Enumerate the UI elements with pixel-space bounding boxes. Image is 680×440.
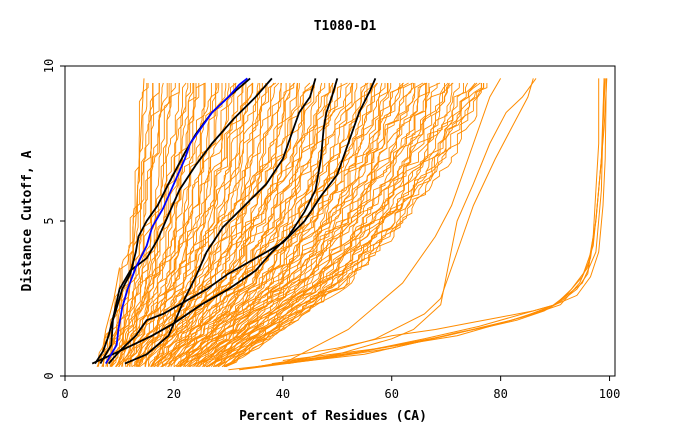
model-curve	[225, 83, 484, 368]
series-line-black	[124, 78, 317, 365]
model-curve	[150, 82, 282, 367]
x-tick-label: 100	[599, 387, 621, 401]
model-curve	[117, 83, 205, 368]
series-line-black	[107, 78, 377, 365]
model-curve	[110, 83, 180, 367]
model-curve	[115, 83, 195, 367]
model-curve	[158, 83, 298, 367]
series-line-blue	[105, 77, 248, 365]
y-tick-label: 5	[42, 217, 56, 224]
model-curve	[137, 82, 254, 368]
model-curve	[189, 83, 386, 368]
model-curve	[203, 83, 416, 367]
x-tick-label: 20	[167, 387, 181, 401]
x-tick-label: 60	[385, 387, 399, 401]
series-line-black	[94, 77, 273, 365]
model-curve	[217, 83, 464, 368]
series-line-orange	[239, 78, 534, 371]
series-line-orange	[239, 78, 605, 371]
series-line-orange	[282, 78, 502, 365]
model-curve	[215, 82, 454, 368]
model-curve	[148, 82, 275, 367]
model-curve	[175, 82, 351, 367]
model-curve	[109, 83, 172, 367]
model-curve	[162, 82, 316, 367]
model-curve	[213, 83, 450, 367]
model-curve	[126, 83, 223, 367]
x-axis: 0 20 40 60 80 100	[61, 376, 620, 401]
model-curve	[179, 83, 358, 367]
model-curve	[206, 83, 428, 368]
model-curve	[135, 83, 247, 367]
model-curve	[207, 82, 441, 368]
model-curve	[139, 83, 261, 368]
model-curve	[111, 83, 180, 367]
model-curve	[107, 83, 170, 367]
model-curve	[167, 83, 330, 367]
series-line-orange	[99, 267, 120, 364]
model-curve	[199, 82, 409, 367]
model-curve	[215, 82, 449, 368]
model-curve	[170, 83, 336, 367]
x-tick-label: 40	[276, 387, 290, 401]
model-curve	[160, 83, 315, 368]
x-tick-label: 80	[493, 387, 507, 401]
model-curve	[225, 83, 488, 368]
model-curve	[137, 82, 259, 367]
series-line-orange	[260, 78, 607, 361]
model-curve	[153, 82, 298, 367]
series-line-orange	[119, 78, 145, 364]
model-curve	[223, 83, 485, 368]
series-line-orange	[228, 78, 600, 371]
model-curve	[160, 83, 315, 368]
y-axis-label: Distance Cutoff, A	[20, 150, 35, 291]
series-line-orange	[255, 78, 606, 368]
model-curve	[129, 83, 227, 367]
model-curve	[196, 82, 404, 367]
model-curve	[156, 83, 300, 367]
model-curve	[205, 83, 426, 368]
model-curve	[184, 82, 383, 368]
x-axis-label: Percent of Residues (CA)	[239, 409, 427, 424]
model-curve	[102, 83, 154, 367]
model-curve	[109, 82, 187, 367]
x-tick-label: 0	[61, 387, 68, 401]
model-curve	[111, 83, 189, 368]
model-curve	[168, 83, 330, 367]
y-tick-label: 10	[42, 59, 56, 73]
model-curve	[162, 82, 316, 367]
model-curve	[182, 82, 378, 367]
series-line-orange	[288, 78, 537, 365]
series-lines	[91, 77, 608, 371]
model-curve	[118, 82, 206, 367]
chart-title: T1080-D1	[314, 19, 377, 34]
model-curve	[221, 82, 478, 368]
y-axis: 0 5 10	[42, 59, 65, 380]
model-curve	[184, 83, 371, 367]
y-tick-label: 0	[42, 372, 56, 379]
orange-model-band	[96, 82, 488, 368]
model-curve	[97, 83, 149, 367]
model-curve	[136, 83, 244, 367]
model-curve	[179, 83, 368, 368]
